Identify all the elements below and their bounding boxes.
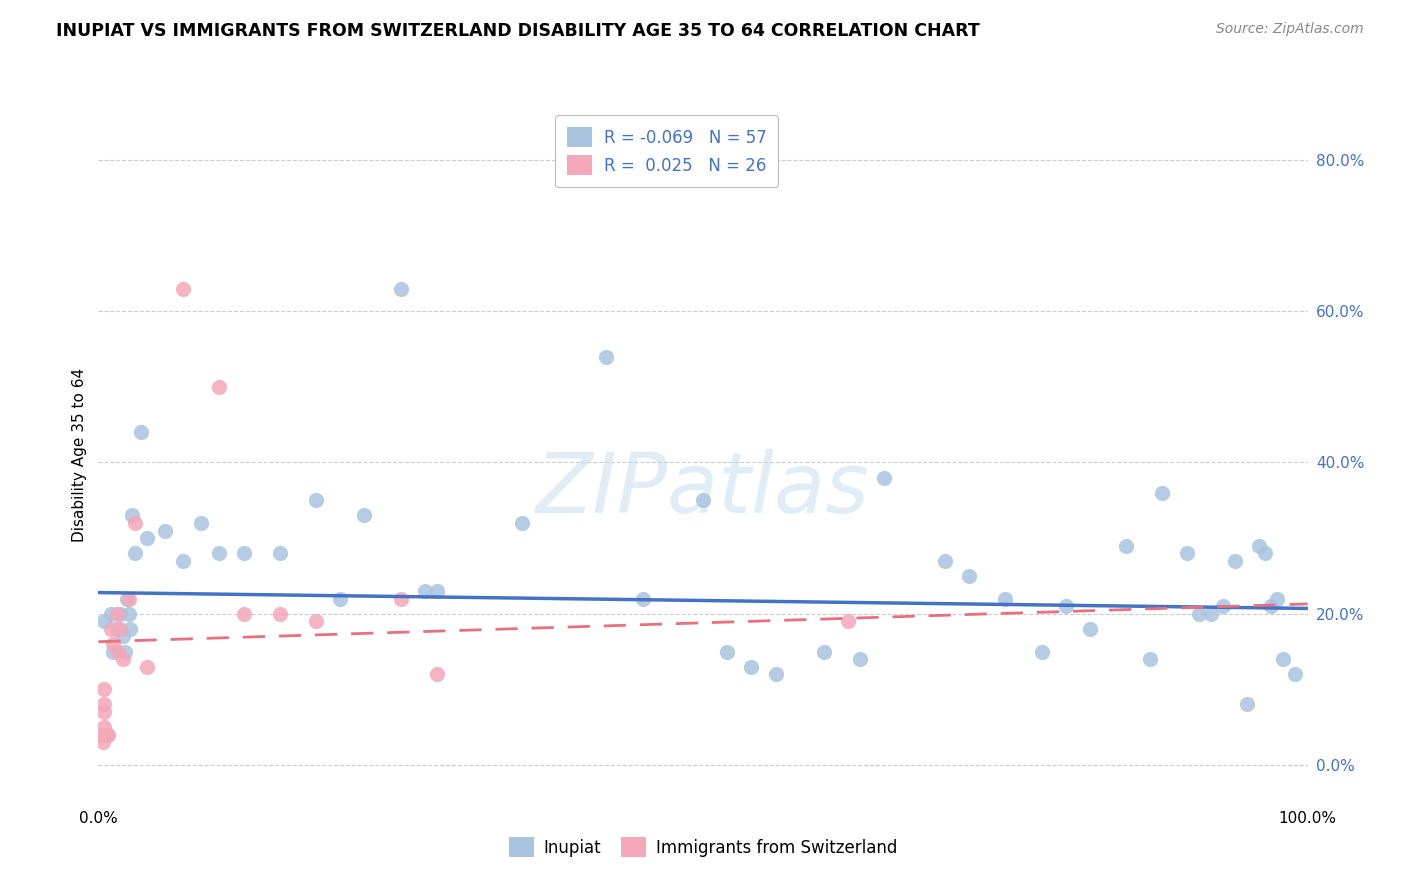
Point	[124, 516, 146, 530]
Point	[740, 659, 762, 673]
Point	[1254, 546, 1277, 560]
Point	[1249, 539, 1271, 553]
Point	[111, 652, 134, 666]
Point	[269, 607, 291, 621]
Point	[426, 667, 449, 681]
Point	[1260, 599, 1282, 614]
Point	[329, 591, 352, 606]
Point	[91, 735, 114, 749]
Point	[93, 698, 115, 712]
Point	[101, 637, 124, 651]
Point	[873, 470, 896, 484]
Text: Source: ZipAtlas.com: Source: ZipAtlas.com	[1216, 22, 1364, 37]
Point	[1188, 607, 1211, 621]
Point	[107, 644, 129, 658]
Point	[232, 546, 254, 560]
Point	[208, 380, 231, 394]
Text: INUPIAT VS IMMIGRANTS FROM SWITZERLAND DISABILITY AGE 35 TO 64 CORRELATION CHART: INUPIAT VS IMMIGRANTS FROM SWITZERLAND D…	[56, 22, 980, 40]
Point	[105, 622, 128, 636]
Point	[108, 622, 131, 636]
Point	[118, 607, 141, 621]
Point	[129, 425, 152, 440]
Legend: Inupiat, Immigrants from Switzerland: Inupiat, Immigrants from Switzerland	[502, 830, 904, 864]
Point	[269, 546, 291, 560]
Point	[105, 607, 128, 621]
Point	[305, 493, 328, 508]
Point	[124, 546, 146, 560]
Point	[1284, 667, 1306, 681]
Point	[353, 508, 375, 523]
Point	[172, 554, 194, 568]
Point	[111, 629, 134, 643]
Point	[101, 644, 124, 658]
Point	[510, 516, 533, 530]
Point	[135, 531, 157, 545]
Point	[118, 591, 141, 606]
Point	[1152, 485, 1174, 500]
Point	[1199, 607, 1222, 621]
Y-axis label: Disability Age 35 to 64: Disability Age 35 to 64	[72, 368, 87, 542]
Point	[1212, 599, 1234, 614]
Point	[93, 615, 115, 629]
Point	[91, 728, 114, 742]
Point	[100, 622, 122, 636]
Point	[389, 591, 412, 606]
Point	[1054, 599, 1077, 614]
Point	[813, 644, 835, 658]
Point	[153, 524, 176, 538]
Point	[765, 667, 787, 681]
Point	[631, 591, 654, 606]
Point	[1236, 698, 1258, 712]
Point	[172, 281, 194, 295]
Point	[190, 516, 212, 530]
Point	[97, 728, 120, 742]
Point	[595, 350, 617, 364]
Text: ZIPatlas: ZIPatlas	[536, 450, 870, 530]
Point	[93, 682, 115, 697]
Point	[957, 569, 980, 583]
Point	[114, 644, 136, 658]
Point	[1223, 554, 1246, 568]
Point	[93, 720, 115, 734]
Point	[849, 652, 872, 666]
Point	[994, 591, 1017, 606]
Point	[121, 508, 143, 523]
Point	[1272, 652, 1295, 666]
Point	[1031, 644, 1053, 658]
Point	[426, 584, 449, 599]
Point	[96, 728, 118, 742]
Point	[1139, 652, 1161, 666]
Point	[1265, 591, 1288, 606]
Point	[93, 705, 115, 719]
Point	[692, 493, 714, 508]
Point	[1175, 546, 1198, 560]
Point	[232, 607, 254, 621]
Point	[117, 591, 139, 606]
Point	[118, 622, 141, 636]
Point	[208, 546, 231, 560]
Point	[716, 644, 738, 658]
Point	[305, 615, 328, 629]
Point	[94, 728, 117, 742]
Point	[135, 659, 157, 673]
Point	[413, 584, 436, 599]
Point	[837, 615, 859, 629]
Point	[389, 281, 412, 295]
Point	[1078, 622, 1101, 636]
Point	[934, 554, 956, 568]
Point	[108, 607, 131, 621]
Point	[100, 607, 122, 621]
Point	[1115, 539, 1137, 553]
